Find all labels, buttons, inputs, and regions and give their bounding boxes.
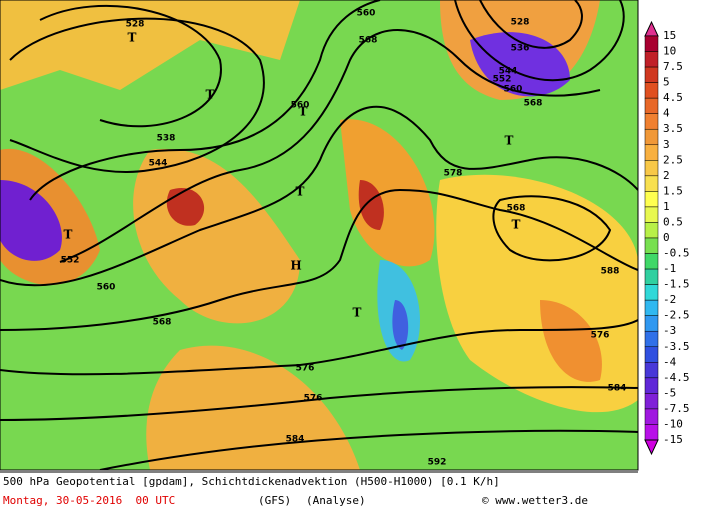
- contour-label: 538: [157, 134, 176, 144]
- legend-swatch: [644, 299, 659, 316]
- legend-swatch: [644, 82, 659, 99]
- contour-label: 578: [444, 169, 463, 179]
- contour-label: 592: [428, 458, 447, 468]
- legend-label: 5: [663, 76, 670, 89]
- color-legend: 15 10 7.5 5 4.5 4 3.5 3 2.5 2 1.5 1 0.5 0 -0.5 -1 -1.5 -2…: [644, 20, 690, 456]
- legend-label: -3: [663, 324, 676, 337]
- footer-date: Montag, 30-05-2016 00 UTC: [3, 494, 175, 507]
- legend-swatch: [644, 113, 659, 130]
- legend-swatch: [644, 51, 659, 68]
- contour-label: 528: [126, 20, 145, 30]
- legend-swatch: [644, 128, 659, 146]
- footer-run: (Analyse): [306, 494, 366, 507]
- legend-swatch: [644, 408, 659, 425]
- contour-label: 544: [149, 159, 168, 169]
- legend-label: 4.5: [663, 91, 683, 104]
- pressure-system: T: [299, 105, 308, 119]
- legend-swatch: [644, 253, 659, 270]
- legend-label: -1: [663, 262, 676, 275]
- legend-swatch: [644, 393, 659, 410]
- contour-label: 544: [499, 67, 518, 77]
- legend-swatch: [644, 330, 659, 348]
- legend-label: 0: [663, 231, 670, 244]
- contour-label: 528: [511, 18, 530, 28]
- legend-swatch: [644, 175, 659, 192]
- map-labels: 528 538 544 552 560 568 576 584 592 560 …: [61, 9, 627, 468]
- contour-label: 584: [286, 435, 305, 445]
- legend-label: -4.5: [663, 371, 690, 384]
- legend-label: 7.5: [663, 60, 683, 73]
- legend-label: 1: [663, 200, 670, 213]
- legend-label: -2.5: [663, 309, 690, 322]
- legend-label: -3.5: [663, 340, 690, 353]
- contour-label: 552: [493, 75, 512, 85]
- legend-label: 15: [663, 29, 676, 42]
- legend-swatch: [644, 35, 659, 52]
- legend-swatch: [644, 97, 659, 114]
- legend-swatch: [644, 424, 659, 441]
- contour-label: 560: [97, 283, 116, 293]
- legend-label: -4: [663, 355, 677, 368]
- contour-label: 560: [357, 9, 376, 19]
- contour-label: 568: [153, 318, 172, 328]
- map: [0, 0, 639, 471]
- contour-label: 568: [359, 36, 378, 46]
- footer: 500 hPa Geopotential [gpdam], Schichtdic…: [0, 471, 638, 507]
- legend-label: -5: [663, 386, 676, 399]
- legend-swatch: [644, 377, 659, 394]
- pressure-system: T: [512, 218, 521, 232]
- pressure-system: T: [206, 88, 215, 102]
- legend-label: -0.5: [663, 247, 690, 260]
- legend-swatch: [644, 222, 659, 239]
- footer-model: (GFS): [258, 494, 291, 507]
- pressure-system: H: [290, 259, 301, 273]
- legend-label: 1.5: [663, 184, 683, 197]
- legend-swatch: [644, 315, 659, 332]
- legend-swatch: [644, 237, 659, 254]
- legend-label: 4: [663, 107, 670, 120]
- footer-title: 500 hPa Geopotential [gpdam], Schichtdic…: [3, 475, 500, 488]
- contour-label: 576: [304, 394, 323, 404]
- legend-swatch: [644, 346, 659, 363]
- legend-label: 2.5: [663, 153, 683, 166]
- legend-label: 2: [663, 169, 670, 182]
- legend-swatch: [644, 66, 659, 83]
- legend-swatch: [644, 191, 659, 208]
- pressure-system: T: [296, 185, 305, 199]
- contour-label: 588: [601, 267, 620, 277]
- legend-label: -7.5: [663, 402, 690, 415]
- legend-label: -10: [663, 417, 683, 430]
- pressure-system: T: [128, 31, 137, 45]
- legend-label: 0.5: [663, 215, 683, 228]
- legend-label: -15: [663, 433, 683, 446]
- contour-label: 560: [504, 85, 523, 95]
- contour-label: 584: [608, 384, 627, 394]
- contour-label: 560: [291, 101, 310, 111]
- pressure-system: T: [505, 134, 514, 148]
- legend-label: 3: [663, 138, 670, 151]
- contour-label: 568: [524, 99, 543, 109]
- legend-swatch: [644, 206, 659, 223]
- contour-label: 568: [507, 204, 526, 214]
- legend-swatch: [644, 362, 659, 379]
- legend-label: 3.5: [663, 122, 683, 135]
- legend-swatch: [644, 268, 659, 285]
- pressure-system: T: [353, 306, 362, 320]
- legend-label: 10: [663, 45, 676, 58]
- legend-arrow-bottom: [644, 439, 659, 456]
- contour-label: 536: [511, 44, 530, 54]
- legend-swatch: [644, 144, 659, 161]
- footer-credit: © www.wetter3.de: [482, 494, 588, 507]
- legend-swatch: [644, 160, 659, 177]
- legend-label: -2: [663, 293, 676, 306]
- legend-label: -1.5: [663, 278, 690, 291]
- pressure-system: T: [64, 228, 73, 242]
- contour-label: 576: [296, 364, 315, 374]
- contour-label: 576: [591, 331, 610, 341]
- legend-swatch: [644, 284, 659, 301]
- map-frame: [0, 0, 639, 471]
- contour-label: 552: [61, 256, 80, 266]
